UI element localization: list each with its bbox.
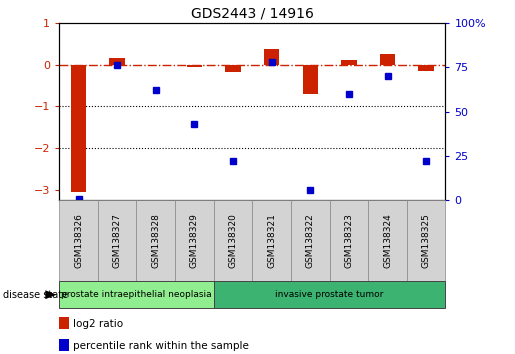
Bar: [330, 200, 368, 281]
Polygon shape: [45, 290, 57, 299]
Text: GSM138328: GSM138328: [151, 213, 160, 268]
Bar: [98, 200, 136, 281]
Bar: [252, 200, 291, 281]
Text: log2 ratio: log2 ratio: [73, 319, 123, 329]
Text: disease state: disease state: [3, 290, 67, 300]
Text: prostate intraepithelial neoplasia: prostate intraepithelial neoplasia: [61, 290, 212, 299]
Title: GDS2443 / 14916: GDS2443 / 14916: [191, 6, 314, 21]
Bar: [59, 281, 214, 308]
Bar: [71, 65, 87, 192]
Text: invasive prostate tumor: invasive prostate tumor: [276, 290, 384, 299]
Text: GSM138327: GSM138327: [113, 213, 122, 268]
Bar: [214, 281, 445, 308]
Bar: [264, 49, 279, 65]
Text: GSM138321: GSM138321: [267, 213, 276, 268]
Bar: [368, 200, 407, 281]
Bar: [341, 60, 356, 65]
Text: percentile rank within the sample: percentile rank within the sample: [73, 341, 249, 350]
Bar: [175, 200, 214, 281]
Bar: [59, 200, 98, 281]
Bar: [186, 65, 202, 67]
Bar: [214, 200, 252, 281]
Bar: [59, 318, 69, 329]
Text: GSM138320: GSM138320: [229, 213, 237, 268]
Bar: [226, 65, 241, 72]
Bar: [136, 200, 175, 281]
Bar: [109, 58, 125, 65]
Bar: [291, 200, 330, 281]
Bar: [380, 54, 396, 65]
Text: GSM138322: GSM138322: [306, 213, 315, 268]
Bar: [303, 65, 318, 94]
Text: GSM138325: GSM138325: [422, 213, 431, 268]
Text: GSM138323: GSM138323: [345, 213, 353, 268]
Bar: [418, 65, 434, 71]
Text: GSM138329: GSM138329: [190, 213, 199, 268]
Bar: [407, 200, 445, 281]
Text: GSM138324: GSM138324: [383, 213, 392, 268]
Text: GSM138326: GSM138326: [74, 213, 83, 268]
Bar: [59, 339, 69, 350]
